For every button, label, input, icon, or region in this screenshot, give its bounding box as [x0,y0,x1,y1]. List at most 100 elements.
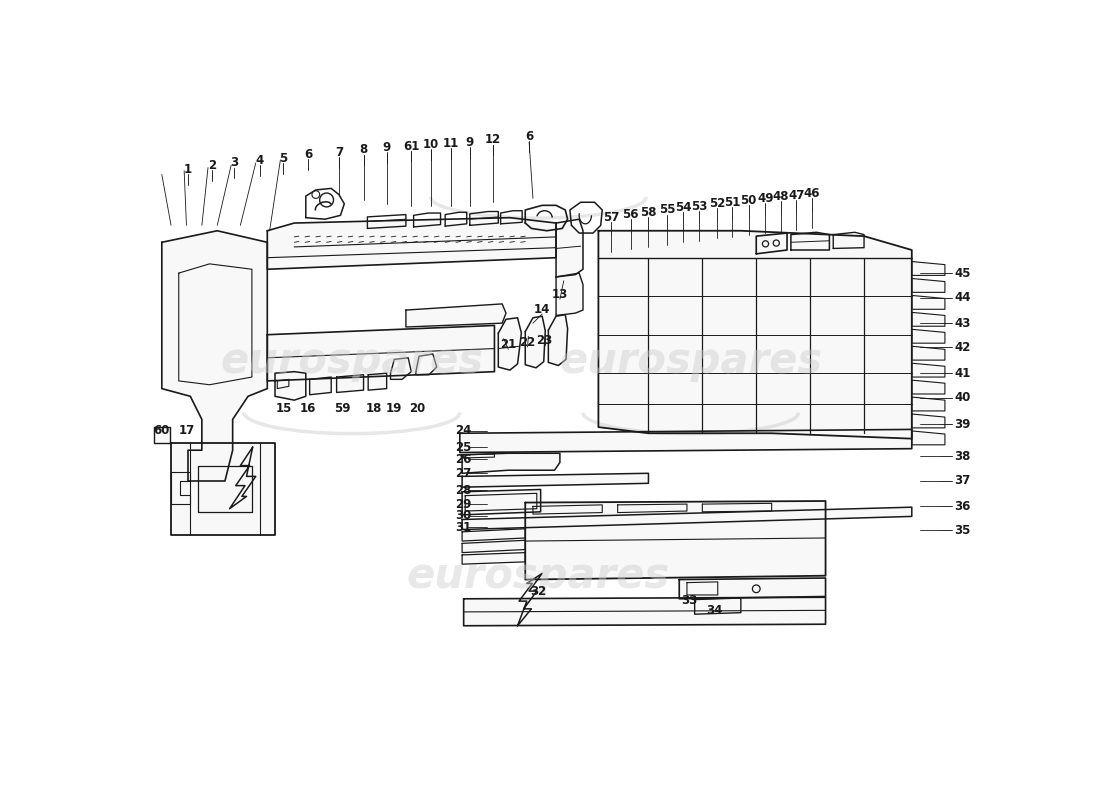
Text: 61: 61 [403,139,419,153]
Text: 7: 7 [334,146,343,158]
Text: 23: 23 [537,334,552,346]
Text: 36: 36 [955,500,971,513]
Text: eurospares: eurospares [220,340,484,382]
Text: 52: 52 [708,198,725,210]
Polygon shape [162,230,267,481]
Text: 38: 38 [955,450,971,463]
Text: 18: 18 [366,402,383,415]
Text: 35: 35 [955,524,971,537]
Polygon shape [460,430,912,453]
Text: 8: 8 [360,143,367,157]
Text: 4: 4 [255,154,264,167]
Text: eurospares: eurospares [559,340,823,382]
Text: 53: 53 [691,200,707,213]
Text: eurospares: eurospares [407,555,670,598]
Polygon shape [556,273,583,315]
Text: 2: 2 [208,158,216,172]
Text: 6: 6 [304,148,312,161]
Polygon shape [526,316,546,368]
Text: 32: 32 [530,586,547,598]
Text: 27: 27 [455,467,472,480]
Text: 25: 25 [455,441,472,454]
Polygon shape [912,346,945,360]
Text: 26: 26 [455,453,472,466]
Text: 9: 9 [465,136,474,149]
Polygon shape [498,318,521,370]
Text: 10: 10 [424,138,439,151]
Polygon shape [368,373,387,390]
Text: 43: 43 [955,317,971,330]
Polygon shape [275,372,306,400]
Text: 19: 19 [386,402,403,415]
Polygon shape [462,490,541,515]
Text: 12: 12 [485,134,501,146]
Text: 30: 30 [455,509,472,522]
Text: 29: 29 [455,498,472,510]
Text: 14: 14 [534,302,550,316]
Text: 39: 39 [955,418,971,430]
Polygon shape [464,598,825,626]
Polygon shape [416,354,437,374]
Polygon shape [680,578,825,599]
Polygon shape [695,598,741,614]
Polygon shape [406,304,506,327]
Text: 48: 48 [772,190,789,203]
Polygon shape [912,431,945,445]
Polygon shape [548,314,568,366]
Polygon shape [267,326,495,381]
Text: 1: 1 [184,162,192,176]
Polygon shape [912,295,945,310]
Text: 11: 11 [442,138,459,150]
Text: 55: 55 [659,203,675,217]
Text: 31: 31 [455,521,472,534]
Polygon shape [912,363,945,377]
Polygon shape [172,442,275,535]
Text: 56: 56 [623,208,639,221]
Text: 51: 51 [724,196,740,209]
Text: 28: 28 [455,484,472,497]
Text: 20: 20 [409,402,426,415]
Text: 17: 17 [178,425,195,438]
Text: 47: 47 [788,189,804,202]
Polygon shape [462,454,560,474]
Text: 5: 5 [278,152,287,165]
Polygon shape [912,262,945,275]
Text: 37: 37 [955,474,970,487]
Text: 54: 54 [675,201,692,214]
Text: 21: 21 [500,338,516,351]
Polygon shape [267,218,556,270]
Text: 6: 6 [525,130,533,143]
Text: 60: 60 [154,425,170,438]
Polygon shape [912,414,945,428]
Text: 40: 40 [955,391,971,404]
Polygon shape [912,278,945,292]
Text: 13: 13 [552,288,568,301]
Text: 49: 49 [757,192,773,205]
Text: 59: 59 [333,402,350,415]
Text: 45: 45 [955,266,971,280]
Text: 33: 33 [681,594,697,607]
Text: 16: 16 [300,402,317,415]
Polygon shape [912,330,945,343]
Polygon shape [912,397,945,411]
Polygon shape [390,358,411,379]
Text: 57: 57 [603,211,619,224]
Text: 34: 34 [706,604,722,617]
Text: 58: 58 [640,206,657,218]
Polygon shape [912,312,945,326]
Polygon shape [154,427,169,442]
Polygon shape [462,553,526,564]
Text: 50: 50 [740,194,757,207]
Text: 41: 41 [955,366,971,380]
Polygon shape [462,474,649,487]
Text: 3: 3 [230,157,239,170]
Text: 46: 46 [803,187,820,200]
Polygon shape [462,540,526,553]
Text: 42: 42 [955,341,971,354]
Polygon shape [462,507,912,530]
Text: 24: 24 [455,425,472,438]
Text: 9: 9 [383,141,390,154]
Polygon shape [310,377,331,394]
Text: 44: 44 [955,291,971,304]
Polygon shape [556,219,583,277]
